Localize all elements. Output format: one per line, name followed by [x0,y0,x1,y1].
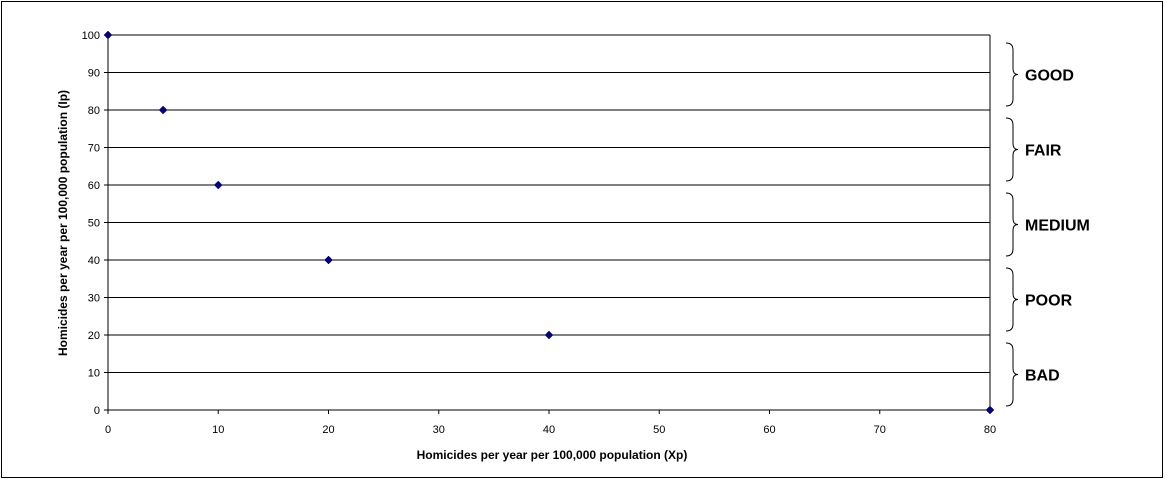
data-point [103,30,113,40]
band-label-fair: FAIR [1025,143,1062,160]
y-tick-label: 90 [88,68,100,80]
data-points [103,30,995,415]
y-tick-label: 40 [88,255,100,267]
data-point [985,405,995,415]
x-tick-label: 80 [984,424,996,436]
y-tick-label: 30 [88,293,100,305]
x-tick-label: 30 [433,424,445,436]
x-tick-label: 40 [543,424,555,436]
band-label-bad: BAD [1025,368,1060,385]
band-label-medium: MEDIUM [1025,218,1090,235]
band-label-poor: POOR [1025,293,1073,310]
band-brace [1005,42,1019,107]
x-axis-title: Homicides per year per 100,000 populatio… [417,448,688,462]
x-tick-label: 50 [653,424,665,436]
band-label-good: GOOD [1025,68,1074,85]
y-tick-label: 60 [88,180,100,192]
data-point [324,255,333,265]
y-tick-label: 70 [88,143,100,155]
y-tick-label: 0 [94,405,100,417]
data-point [544,330,554,340]
x-tick-label: 10 [212,424,224,436]
data-point [158,105,168,115]
band-brace [1005,342,1019,407]
x-tick-labels: 0 10 20 30 40 50 60 70 80 [105,424,996,436]
x-tick-label: 70 [874,424,886,436]
axes [104,34,991,414]
y-tick-label: 20 [88,330,100,342]
y-tick-label: 10 [88,368,100,380]
rating-bands: GOOD FAIR MEDIUM POOR BAD [1005,42,1090,407]
y-tick-label: 100 [82,30,100,42]
band-brace [1005,117,1019,182]
x-tick-label: 20 [322,424,334,436]
x-tick-label: 60 [763,424,775,436]
band-brace [1005,267,1019,332]
y-tick-labels: 0 10 20 30 40 50 60 70 80 90 100 [82,30,100,417]
band-brace [1005,192,1019,257]
y-tick-label: 50 [88,218,100,230]
data-point [213,180,223,190]
x-tick-label: 0 [105,424,111,436]
y-axis-title: Homicides per year per 100,000 populatio… [56,90,70,356]
gridlines [108,34,990,373]
y-tick-label: 80 [88,105,100,117]
